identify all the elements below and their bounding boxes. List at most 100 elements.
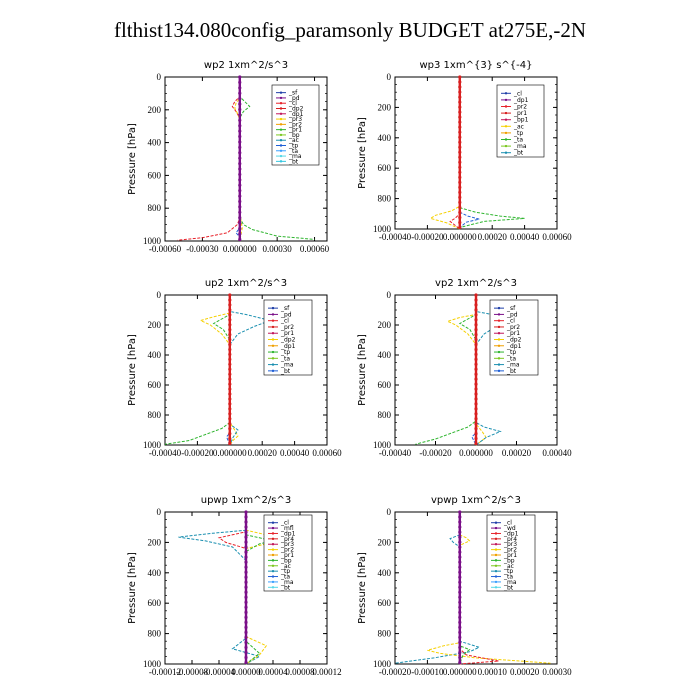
legend-marker — [497, 325, 501, 329]
legend-marker — [504, 151, 508, 154]
x-tick-label: -0.00040 — [379, 232, 412, 242]
legend-entry: _ac — [280, 563, 291, 570]
legend-entry: _pr2 — [280, 324, 294, 331]
series-point-bt — [244, 585, 248, 589]
series-point-bt — [244, 535, 248, 539]
legend-entry: _ac — [503, 563, 514, 570]
series-point-bt — [238, 134, 242, 139]
legend-marker — [279, 160, 283, 163]
legend-entry: _pr3 — [503, 541, 517, 548]
series-point-bt — [228, 303, 232, 307]
series-point-bt — [244, 565, 248, 569]
legend-marker — [494, 575, 498, 578]
legend-marker — [271, 586, 275, 589]
x-tick-label: -0.00020 — [181, 448, 214, 458]
series-point-bt — [458, 200, 462, 204]
chart-title: upwp 1xm^2/s^3 — [201, 495, 291, 506]
legend-entry: _bt — [288, 158, 299, 165]
y-tick-label: 0 — [387, 290, 392, 300]
legend-entry: _ta — [506, 355, 516, 362]
y-tick-label: 400 — [148, 350, 162, 360]
series-point-bt — [474, 392, 478, 396]
series-point-bt — [474, 347, 478, 352]
series-line-tp — [229, 295, 272, 446]
series-point-bt — [228, 333, 232, 337]
series-point-bt — [244, 655, 248, 660]
legend-entry: _tp — [280, 568, 290, 575]
legend-entry: _pr2 — [513, 104, 527, 111]
series-point-bt — [238, 113, 242, 117]
series-point-bt — [474, 432, 478, 436]
legend-marker — [279, 139, 283, 142]
legend-marker — [497, 369, 501, 373]
series-point-bt — [238, 156, 242, 160]
series-point-bt — [458, 510, 462, 514]
y-tick-label: 400 — [378, 133, 392, 143]
legend-entry: _bt — [280, 584, 291, 591]
series-point-bt — [244, 650, 248, 655]
legend-entry: _dp1 — [513, 97, 529, 104]
legend-marker — [271, 526, 275, 530]
legend-entry: _ta — [503, 574, 513, 581]
x-tick-label: -0.00012 — [149, 667, 181, 677]
series-point-bt — [228, 342, 232, 347]
series-point-bt — [238, 118, 242, 122]
legend-marker — [271, 344, 275, 347]
series-point-bt — [238, 80, 242, 85]
series-point-bt — [458, 535, 462, 539]
legend-entry: _dp1 — [280, 343, 296, 350]
series-point-bt — [458, 555, 462, 559]
chart-panel-6: vpwp 1xm^2/s^3 Pressure [hPa] 0 200 400 600 80… — [357, 495, 572, 677]
legend-entry: _ta — [288, 148, 298, 155]
y-tick-label: 200 — [378, 320, 392, 330]
series-point-bt — [238, 102, 242, 106]
series-point-bt — [474, 323, 478, 327]
legend-marker — [271, 369, 275, 373]
x-tick-label: 0.00030 — [542, 667, 572, 677]
legend-marker — [279, 91, 283, 94]
series-point-bt — [238, 145, 242, 149]
y-tick-label: 800 — [148, 410, 162, 420]
legend-marker — [279, 154, 283, 158]
legend-entry: _ta — [280, 355, 290, 362]
x-tick-label: 0.00012 — [312, 667, 341, 677]
legend-marker — [497, 357, 501, 360]
series-point-bt — [474, 362, 478, 366]
legend-marker — [271, 575, 275, 578]
series-point-bt — [458, 645, 462, 650]
series-point-bt — [458, 180, 462, 184]
series-point-bt — [458, 575, 462, 579]
series-point-bt — [228, 298, 232, 302]
x-tick-label: 0.00010 — [478, 667, 508, 677]
legend-marker — [279, 144, 283, 147]
series-point-bt — [458, 175, 462, 179]
y-tick-label: 200 — [148, 537, 162, 547]
series-point-bt — [474, 333, 478, 337]
y-axis-label: Pressure [hPa] — [127, 334, 138, 406]
series-point-bt — [458, 140, 462, 144]
legend-marker — [271, 559, 275, 562]
series-point-bt — [458, 620, 462, 624]
series-point-bt — [244, 635, 248, 640]
series-point-bt — [244, 575, 248, 579]
series-point-bt — [474, 407, 478, 411]
series-point-bt — [458, 120, 462, 124]
series-point-bt — [244, 560, 248, 564]
legend-marker — [271, 521, 275, 524]
legend-entry: _bp — [280, 557, 292, 564]
legend-entry: _pr1 — [280, 552, 294, 559]
series-point-bt — [238, 124, 242, 128]
y-tick-label: 400 — [378, 350, 392, 360]
series-point-bt — [474, 397, 478, 401]
legend-entry: _bp — [503, 557, 515, 564]
chart-title: wp2 1xm^2/s^3 — [204, 60, 288, 71]
series-point-bt — [228, 313, 232, 317]
legend-marker — [271, 357, 275, 360]
series-point-bt — [228, 427, 232, 431]
y-tick-label: 600 — [378, 380, 392, 390]
series-point-bt — [474, 298, 478, 302]
y-tick-label: 600 — [378, 598, 392, 608]
y-tick-label: 600 — [148, 380, 162, 390]
legend-entry: _pr1 — [288, 127, 302, 134]
series-point-bt — [458, 590, 462, 594]
